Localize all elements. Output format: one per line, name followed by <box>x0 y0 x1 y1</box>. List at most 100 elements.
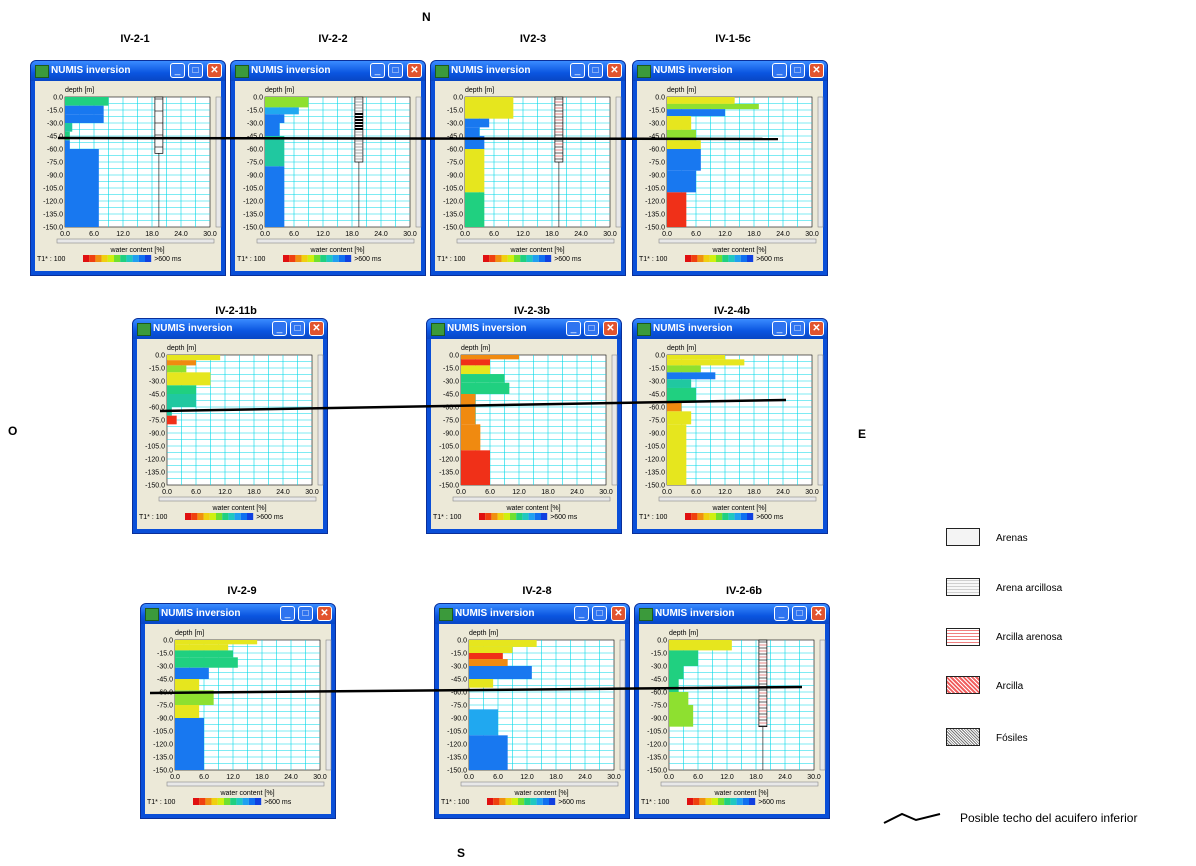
horizontal-scrollbar[interactable] <box>660 781 819 787</box>
maximize-button[interactable]: □ <box>584 321 599 336</box>
close-button[interactable]: ✕ <box>607 63 622 78</box>
numis-window[interactable]: NUMIS inversion _ □ ✕ depth [m] 0.0 -15.0 -30.0… <box>230 60 426 276</box>
x-tick-label: 12.0 <box>520 774 534 781</box>
window-body: depth [m] 0.0 -15.0 -30.0 -45.0 -60.0 -75.0 -90… <box>439 624 626 814</box>
numis-window[interactable]: NUMIS inversion _ □ ✕ depth [m] 0.0 -15.0 -30.0… <box>426 318 622 534</box>
vertical-scrollbar[interactable] <box>615 96 622 228</box>
y-tick-label: -105.0 <box>243 186 263 193</box>
minimize-button[interactable]: _ <box>574 606 589 621</box>
close-button[interactable]: ✕ <box>309 321 324 336</box>
numis-window[interactable]: NUMIS inversion _ □ ✕ depth [m] 0.0 -15.0 -30.0… <box>434 603 630 819</box>
window-title-bar[interactable]: NUMIS inversion _ □ ✕ <box>231 61 425 81</box>
vertical-scrollbar[interactable] <box>611 354 618 486</box>
minimize-button[interactable]: _ <box>772 63 787 78</box>
horizontal-scrollbar[interactable] <box>56 238 215 244</box>
window-title-bar[interactable]: NUMIS inversion _ □ ✕ <box>431 61 625 81</box>
maximize-button[interactable]: □ <box>792 606 807 621</box>
x-tick-label: 24.0 <box>374 231 388 238</box>
t1-end-label: >600 ms <box>756 256 784 263</box>
vertical-scrollbar[interactable] <box>619 639 626 771</box>
close-button[interactable]: ✕ <box>407 63 422 78</box>
window-title-bar[interactable]: NUMIS inversion _ □ ✕ <box>635 604 829 624</box>
vertical-scrollbar[interactable] <box>817 96 824 228</box>
horizontal-scrollbar[interactable] <box>456 238 615 244</box>
vertical-scrollbar[interactable] <box>415 96 422 228</box>
minimize-button[interactable]: _ <box>370 63 385 78</box>
water-content-bar <box>175 679 200 691</box>
vertical-scrollbar[interactable] <box>317 354 324 486</box>
maximize-button[interactable]: □ <box>790 321 805 336</box>
numis-window[interactable]: NUMIS inversion _ □ ✕ depth [m] 0.0 -15.0 -30.0… <box>140 603 336 819</box>
horizontal-scrollbar[interactable] <box>658 238 817 244</box>
x-tick-label: 18.0 <box>541 489 555 496</box>
water-content-bar <box>175 644 229 651</box>
maximize-button[interactable]: □ <box>290 321 305 336</box>
horizontal-scrollbar[interactable] <box>166 781 325 787</box>
minimize-button[interactable]: _ <box>774 606 789 621</box>
numis-window[interactable]: NUMIS inversion _ □ ✕ depth [m] 0.0 -15.0 -30.0… <box>430 60 626 276</box>
water-content-bar <box>65 149 99 227</box>
t1-label: T1* : 100 <box>641 799 670 806</box>
numis-window[interactable]: NUMIS inversion _ □ ✕ depth [m] 0.0 -15.0 -30.0… <box>632 318 828 534</box>
minimize-button[interactable]: _ <box>280 606 295 621</box>
y-tick-label: -75.0 <box>247 160 263 167</box>
y-tick-label: -120.0 <box>645 199 665 206</box>
maximize-button[interactable]: □ <box>298 606 313 621</box>
t1-label: T1* : 100 <box>441 799 470 806</box>
window-title-bar[interactable]: NUMIS inversion _ □ ✕ <box>31 61 225 81</box>
y-tick-label: -120.0 <box>447 742 467 749</box>
window-title-bar[interactable]: NUMIS inversion _ □ ✕ <box>435 604 629 624</box>
vertical-scrollbar[interactable] <box>817 354 824 486</box>
window-title: NUMIS inversion <box>161 608 241 619</box>
minimize-button[interactable]: _ <box>570 63 585 78</box>
x-tick-label: 0.0 <box>460 231 470 238</box>
horizontal-scrollbar[interactable] <box>452 496 611 502</box>
maximize-button[interactable]: □ <box>592 606 607 621</box>
horizontal-scrollbar[interactable] <box>158 496 317 502</box>
y-tick-label: -60.0 <box>443 405 459 412</box>
window-title-bar[interactable]: NUMIS inversion _ □ ✕ <box>141 604 335 624</box>
minimize-button[interactable]: _ <box>170 63 185 78</box>
vertical-scrollbar[interactable] <box>215 96 222 228</box>
horizontal-scrollbar[interactable] <box>658 496 817 502</box>
x-tick-label: 6.0 <box>289 231 299 238</box>
close-button[interactable]: ✕ <box>809 321 824 336</box>
maximize-button[interactable]: □ <box>188 63 203 78</box>
horizontal-scrollbar[interactable] <box>256 238 415 244</box>
close-button[interactable]: ✕ <box>603 321 618 336</box>
maximize-button[interactable]: □ <box>588 63 603 78</box>
water-content-bar <box>667 129 696 141</box>
window-title-bar[interactable]: NUMIS inversion _ □ ✕ <box>427 319 621 339</box>
depth-axis-title: depth [m] <box>667 345 696 352</box>
numis-window[interactable]: NUMIS inversion _ □ ✕ depth [m] 0.0 -15.0 -30.0… <box>632 60 828 276</box>
window-title-bar[interactable]: NUMIS inversion _ □ ✕ <box>133 319 327 339</box>
water-content-bar <box>175 705 200 718</box>
legend: Arenas Arena arcillosa Arcilla arenosa A… <box>883 528 1196 848</box>
t1-end-label: >600 ms <box>354 256 382 263</box>
minimize-button[interactable]: _ <box>772 321 787 336</box>
panel-label: IV-2-3b <box>513 305 551 317</box>
numis-window[interactable]: NUMIS inversion _ □ ✕ depth [m] 0.0 -15.0 -30.0… <box>132 318 328 534</box>
close-button[interactable]: ✕ <box>207 63 222 78</box>
vertical-scrollbar[interactable] <box>325 639 332 771</box>
maximize-button[interactable]: □ <box>790 63 805 78</box>
close-button[interactable]: ✕ <box>611 606 626 621</box>
numis-window[interactable]: NUMIS inversion _ □ ✕ depth [m] 0.0 -15.0 -30.0… <box>30 60 226 276</box>
maximize-button[interactable]: □ <box>388 63 403 78</box>
x-tick-label: 24.0 <box>284 774 298 781</box>
close-button[interactable]: ✕ <box>809 63 824 78</box>
horizontal-scrollbar[interactable] <box>460 781 619 787</box>
window-title-bar[interactable]: NUMIS inversion _ □ ✕ <box>633 319 827 339</box>
y-tick-label: -120.0 <box>443 199 463 206</box>
window-title-bar[interactable]: NUMIS inversion _ □ ✕ <box>633 61 827 81</box>
minimize-button[interactable]: _ <box>272 321 287 336</box>
vertical-scrollbar[interactable] <box>819 639 826 771</box>
close-button[interactable]: ✕ <box>811 606 826 621</box>
x-tick-label: 12.0 <box>718 489 732 496</box>
window-title: NUMIS inversion <box>447 323 527 334</box>
numis-window[interactable]: NUMIS inversion _ □ ✕ depth [m] 0.0 -15.0 -30.0… <box>634 603 830 819</box>
depth-axis-title: depth [m] <box>265 87 294 94</box>
close-button[interactable]: ✕ <box>317 606 332 621</box>
y-tick-label: -75.0 <box>443 418 459 425</box>
minimize-button[interactable]: _ <box>566 321 581 336</box>
